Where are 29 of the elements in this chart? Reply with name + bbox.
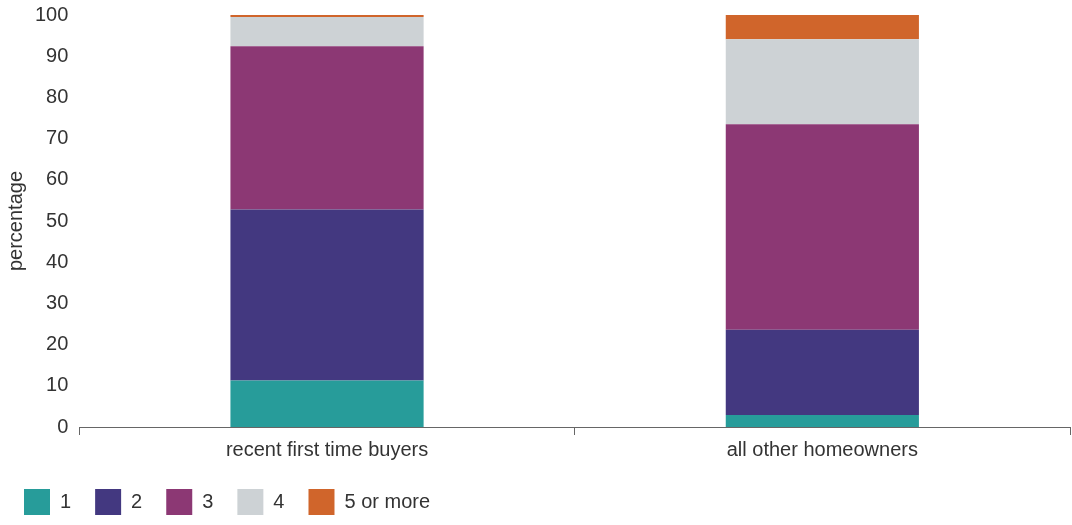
y-axis-title: percentage — [3, 170, 26, 272]
bar — [725, 329, 919, 416]
y-tick-label: 80 — [46, 84, 69, 107]
legend-label: 2 — [131, 489, 143, 512]
bar — [725, 415, 919, 427]
bar — [230, 46, 424, 210]
y-tick-label: 0 — [57, 414, 69, 437]
y-tick-label: 20 — [46, 332, 69, 355]
y-tick-label: 70 — [46, 126, 69, 149]
y-tick-label: 90 — [46, 43, 69, 66]
y-tick-label: 30 — [46, 290, 69, 313]
bar — [230, 17, 424, 47]
legend-label: 1 — [60, 489, 72, 512]
legend-label: 5 or more — [344, 489, 431, 512]
bar — [230, 380, 424, 427]
bar — [725, 15, 919, 40]
bar — [725, 124, 919, 330]
x-tick-label: recent first time buyers — [225, 437, 429, 460]
bar — [230, 209, 424, 381]
y-tick-label: 100 — [34, 2, 69, 25]
x-tick-label: all other homeowners — [726, 437, 918, 460]
legend-label: 4 — [273, 489, 285, 512]
y-tick-label: 10 — [46, 373, 69, 396]
legend-label: 3 — [202, 489, 214, 512]
y-tick-label: 60 — [46, 167, 69, 190]
y-tick-label: 50 — [46, 208, 69, 231]
bar — [230, 15, 424, 18]
y-tick-label: 40 — [46, 249, 69, 272]
bar — [725, 39, 919, 125]
